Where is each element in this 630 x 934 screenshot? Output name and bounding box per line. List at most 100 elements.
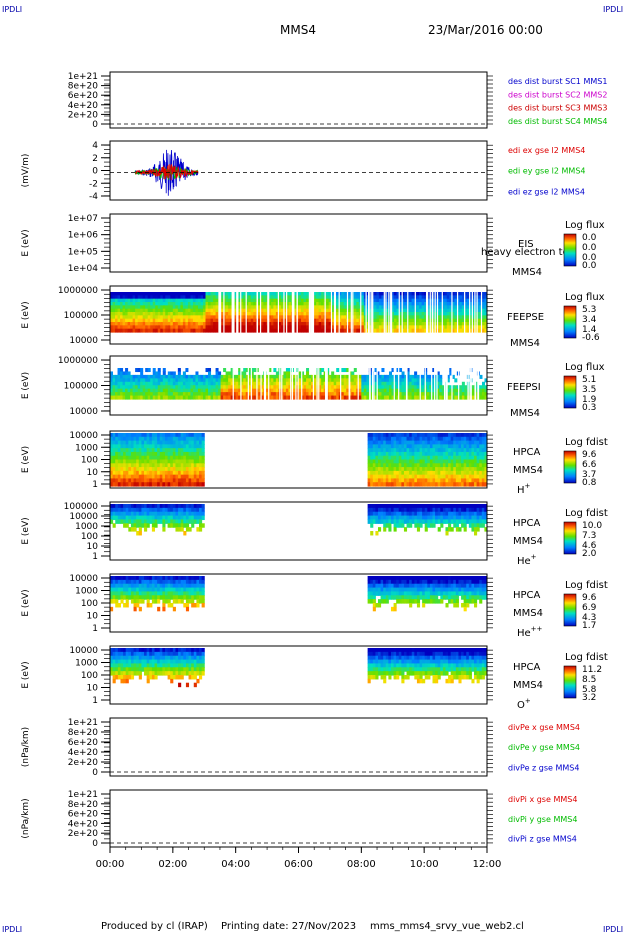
hpca-cell (144, 507, 148, 513)
feeps-ion-cell (275, 392, 279, 397)
feeps-electron-cell (145, 328, 149, 333)
hpca-cell (372, 440, 376, 445)
hpca-cell (411, 451, 415, 457)
feeps-ion-cell (145, 374, 149, 379)
hpca-cell (172, 467, 176, 472)
feeps-electron-cell (454, 295, 458, 300)
hpca-cell (144, 478, 148, 483)
hpca-cell (474, 515, 478, 521)
hpca-cell (383, 474, 387, 480)
hpca-cell (401, 440, 405, 445)
feeps-electron-cell (185, 308, 189, 313)
hpca-cell (199, 459, 203, 464)
feeps-electron-cell (260, 295, 264, 300)
feeps-electron-cell (280, 322, 284, 326)
hpca-cell (115, 459, 119, 464)
feeps-electron-cell (240, 315, 244, 320)
feeps-ion-cell (306, 378, 310, 383)
hpca-cell (185, 463, 190, 468)
hpca-cell (385, 482, 389, 487)
hpca-cell (380, 515, 384, 521)
feeps-electron-cell (140, 298, 144, 303)
feeps-ion-cell (343, 395, 347, 400)
hpca-cell (201, 523, 205, 528)
hpca-cell (175, 523, 179, 528)
feeps-electron-cell (471, 325, 475, 330)
feeps-ion-cell (306, 381, 310, 386)
feeps-electron-cell (306, 315, 310, 320)
hpca-cell (130, 470, 135, 476)
hpca-cell (180, 482, 184, 487)
feeps-ion-cell (446, 395, 450, 400)
feeps-electron-cell (130, 308, 134, 313)
feeps-electron-cell (182, 295, 186, 300)
feeps-electron-cell (223, 302, 227, 306)
feeps-electron-cell (436, 328, 440, 333)
feeps-electron-cell (258, 318, 262, 323)
feeps-ion-cell (376, 385, 380, 390)
feeps-electron-cell (454, 298, 458, 303)
hpca-cell (144, 527, 148, 532)
hpca-cell (409, 515, 413, 521)
feeps-electron-cell (461, 302, 465, 306)
hpca-cell (448, 482, 452, 487)
data-gap-stripe (470, 358, 472, 409)
feeps-ion-cell (162, 388, 166, 393)
hpca-cell (196, 459, 200, 464)
data-gap-stripe (474, 288, 476, 338)
hpca-cell (191, 478, 195, 483)
feeps-electron-cell (258, 308, 262, 313)
feeps-ion-cell (130, 385, 134, 390)
feeps-electron-cell (456, 312, 460, 316)
feeps-ion-cell (152, 368, 156, 373)
hpca-cell (188, 527, 192, 532)
feeps-electron-cell (110, 308, 114, 313)
hpca-cell (445, 451, 449, 457)
feeps-ion-cell (185, 381, 189, 386)
feeps-electron-cell (394, 315, 398, 320)
feeps-ion-cell (112, 385, 116, 390)
feeps-ion-cell (215, 392, 219, 397)
feeps-electron-cell (190, 298, 194, 303)
hpca-cell (484, 511, 488, 517)
feeps-electron-cell (394, 312, 398, 316)
feeps-electron-cell (366, 328, 370, 333)
feeps-ion-cell (358, 395, 362, 400)
feeps-electron-cell (157, 295, 161, 300)
feeps-ion-cell (383, 378, 387, 383)
hpca-cell (403, 474, 408, 480)
feeps-electron-cell (363, 322, 367, 326)
feeps-ion-cell (197, 381, 201, 386)
hpca-cell (411, 478, 415, 483)
feeps-ion-cell (140, 385, 144, 390)
feeps-ion-cell (117, 378, 121, 383)
feeps-electron-cell (125, 315, 129, 320)
hpca-cell (432, 507, 436, 513)
feeps-electron-cell (306, 328, 310, 333)
hpca-cell (193, 507, 197, 513)
feeps-ion-cell (388, 395, 392, 400)
feeps-ion-cell (205, 392, 209, 397)
feeps-electron-cell (258, 302, 262, 306)
hpca-cell (429, 515, 433, 521)
hpca-cell (141, 433, 145, 438)
feeps-ion-cell (213, 392, 217, 397)
feeps-electron-cell (424, 328, 428, 333)
hpca-cell (411, 448, 415, 453)
feeps-electron-cell (125, 328, 129, 333)
hpca-cell (146, 482, 150, 487)
hpca-cell (128, 467, 132, 472)
hpca-cell (406, 451, 410, 457)
feeps-ion-cell (280, 392, 284, 397)
feeps-electron-cell (356, 295, 360, 300)
feeps-ion-cell (451, 374, 455, 379)
feeps-electron-cell (331, 295, 335, 300)
feeps-ion-cell (318, 368, 322, 373)
hpca-cell (448, 507, 452, 513)
feeps-electron-cell (466, 308, 470, 313)
feeps-electron-cell (326, 328, 330, 333)
feeps-ion-cell (288, 378, 292, 383)
feeps-ion-cell (353, 381, 357, 386)
hpca-cell (154, 433, 158, 438)
hpca-cell (372, 444, 376, 449)
